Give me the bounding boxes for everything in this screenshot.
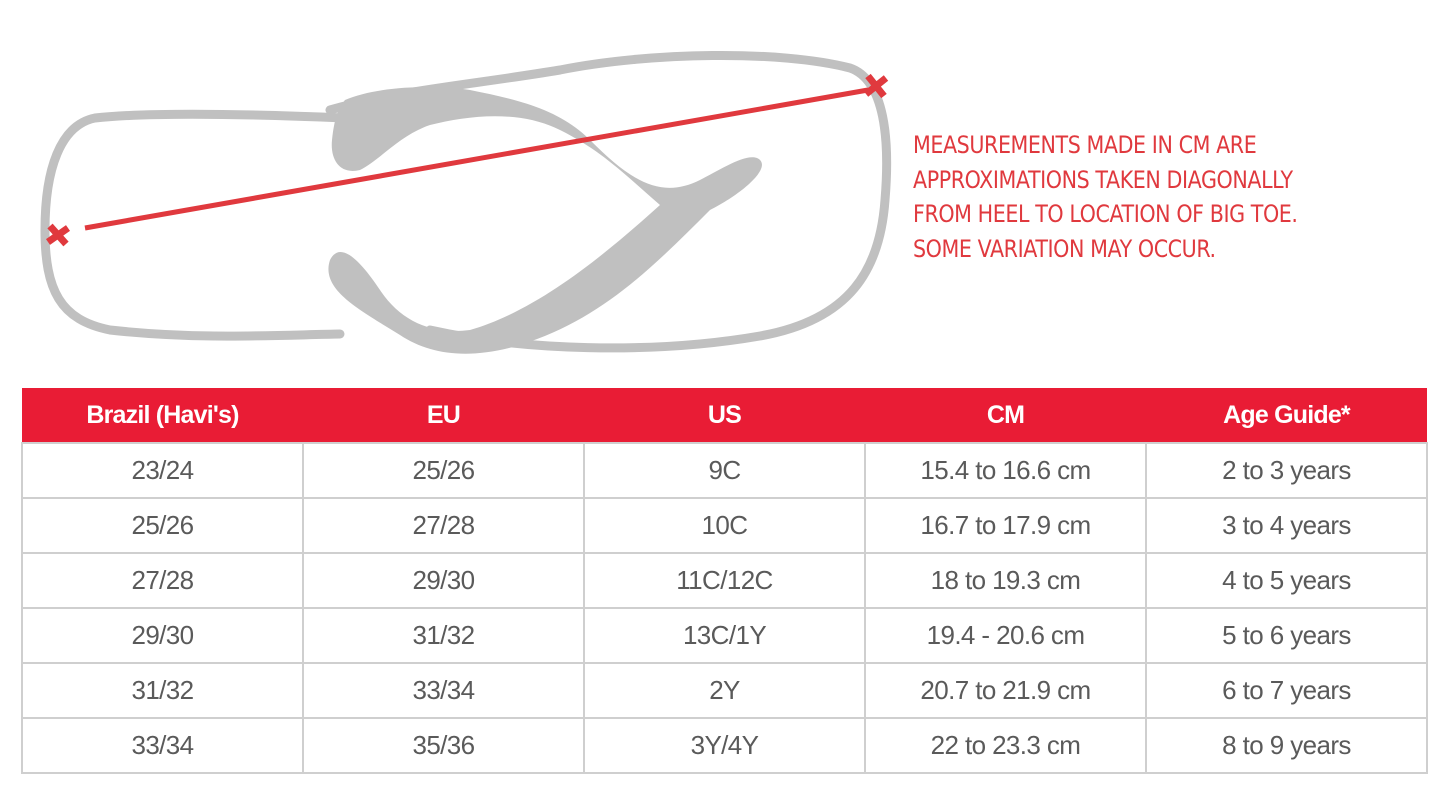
cell-age: 2 to 3 years <box>1145 442 1428 499</box>
sandal-outline-left <box>40 109 350 341</box>
cell-age: 4 to 5 years <box>1145 552 1428 609</box>
cell-us: 2Y <box>583 662 866 719</box>
note-line: SOME VARIATION MAY OCCUR. <box>913 234 1216 263</box>
header-age-guide: Age Guide* <box>1146 388 1427 443</box>
cell-brazil: 31/32 <box>21 662 304 719</box>
cell-eu: 27/28 <box>302 497 585 554</box>
cell-cm: 20.7 to 21.9 cm <box>864 662 1147 719</box>
header-brazil: Brazil (Havi's) <box>22 388 303 443</box>
cell-age: 5 to 6 years <box>1145 607 1428 664</box>
cell-us: 9C <box>583 442 866 499</box>
cell-brazil: 33/34 <box>21 717 304 774</box>
cell-brazil: 23/24 <box>21 442 304 499</box>
size-chart-table: Brazil (Havi's) EU US CM Age Guide* 23/2… <box>21 388 1428 774</box>
table-row: 33/34 35/36 3Y/4Y 22 to 23.3 cm 8 to 9 years <box>21 717 1428 774</box>
cell-eu: 29/30 <box>302 552 585 609</box>
cell-cm: 16.7 to 17.9 cm <box>864 497 1147 554</box>
header-us: US <box>584 388 865 443</box>
sandal-measurement-diagram <box>40 51 892 354</box>
sandal-strap <box>328 87 762 354</box>
cell-brazil: 29/30 <box>21 607 304 664</box>
table-row: 27/28 29/30 11C/12C 18 to 19.3 cm 4 to 5 yea… <box>21 552 1428 609</box>
cell-age: 3 to 4 years <box>1145 497 1428 554</box>
heel-marker-icon <box>45 223 71 247</box>
measurement-line <box>84 87 869 231</box>
cell-cm: 19.4 - 20.6 cm <box>864 607 1147 664</box>
cell-us: 13C/1Y <box>583 607 866 664</box>
cell-cm: 22 to 23.3 cm <box>864 717 1147 774</box>
cell-age: 8 to 9 years <box>1145 717 1428 774</box>
cell-cm: 15.4 to 16.6 cm <box>864 442 1147 499</box>
note-line: MEASUREMENTS MADE IN CM ARE <box>913 131 1257 159</box>
cell-brazil: 25/26 <box>21 497 304 554</box>
cell-us: 10C <box>583 497 866 554</box>
cell-eu: 31/32 <box>302 607 585 664</box>
table-row: 31/32 33/34 2Y 20.7 to 21.9 cm 6 to 7 years <box>21 662 1428 719</box>
note-line: APPROXIMATIONS TAKEN DIAGONALLY <box>913 165 1293 194</box>
sandal-outline-right <box>325 51 892 353</box>
cell-brazil: 27/28 <box>21 552 304 609</box>
cell-cm: 18 to 19.3 cm <box>864 552 1147 609</box>
note-line: FROM HEEL TO LOCATION OF BIG TOE. <box>913 200 1298 228</box>
toe-marker-icon <box>863 73 889 99</box>
cell-us: 11C/12C <box>583 552 866 609</box>
header-cm: CM <box>865 388 1146 443</box>
cell-age: 6 to 7 years <box>1145 662 1428 719</box>
table-row: 29/30 31/32 13C/1Y 19.4 - 20.6 cm 5 to 6 yea… <box>21 607 1428 664</box>
measurement-note: MEASUREMENTS MADE IN CM ARE APPROXIMATIO… <box>913 128 1298 266</box>
table-row: 25/26 27/28 10C 16.7 to 17.9 cm 3 to 4 years <box>21 497 1428 554</box>
table-row: 23/24 25/26 9C 15.4 to 16.6 cm 2 to 3 years <box>21 442 1428 499</box>
cell-eu: 33/34 <box>302 662 585 719</box>
cell-eu: 25/26 <box>302 442 585 499</box>
cell-us: 3Y/4Y <box>583 717 866 774</box>
header-eu: EU <box>303 388 584 443</box>
cell-eu: 35/36 <box>302 717 585 774</box>
table-header-row: Brazil (Havi's) EU US CM Age Guide* <box>22 388 1427 443</box>
